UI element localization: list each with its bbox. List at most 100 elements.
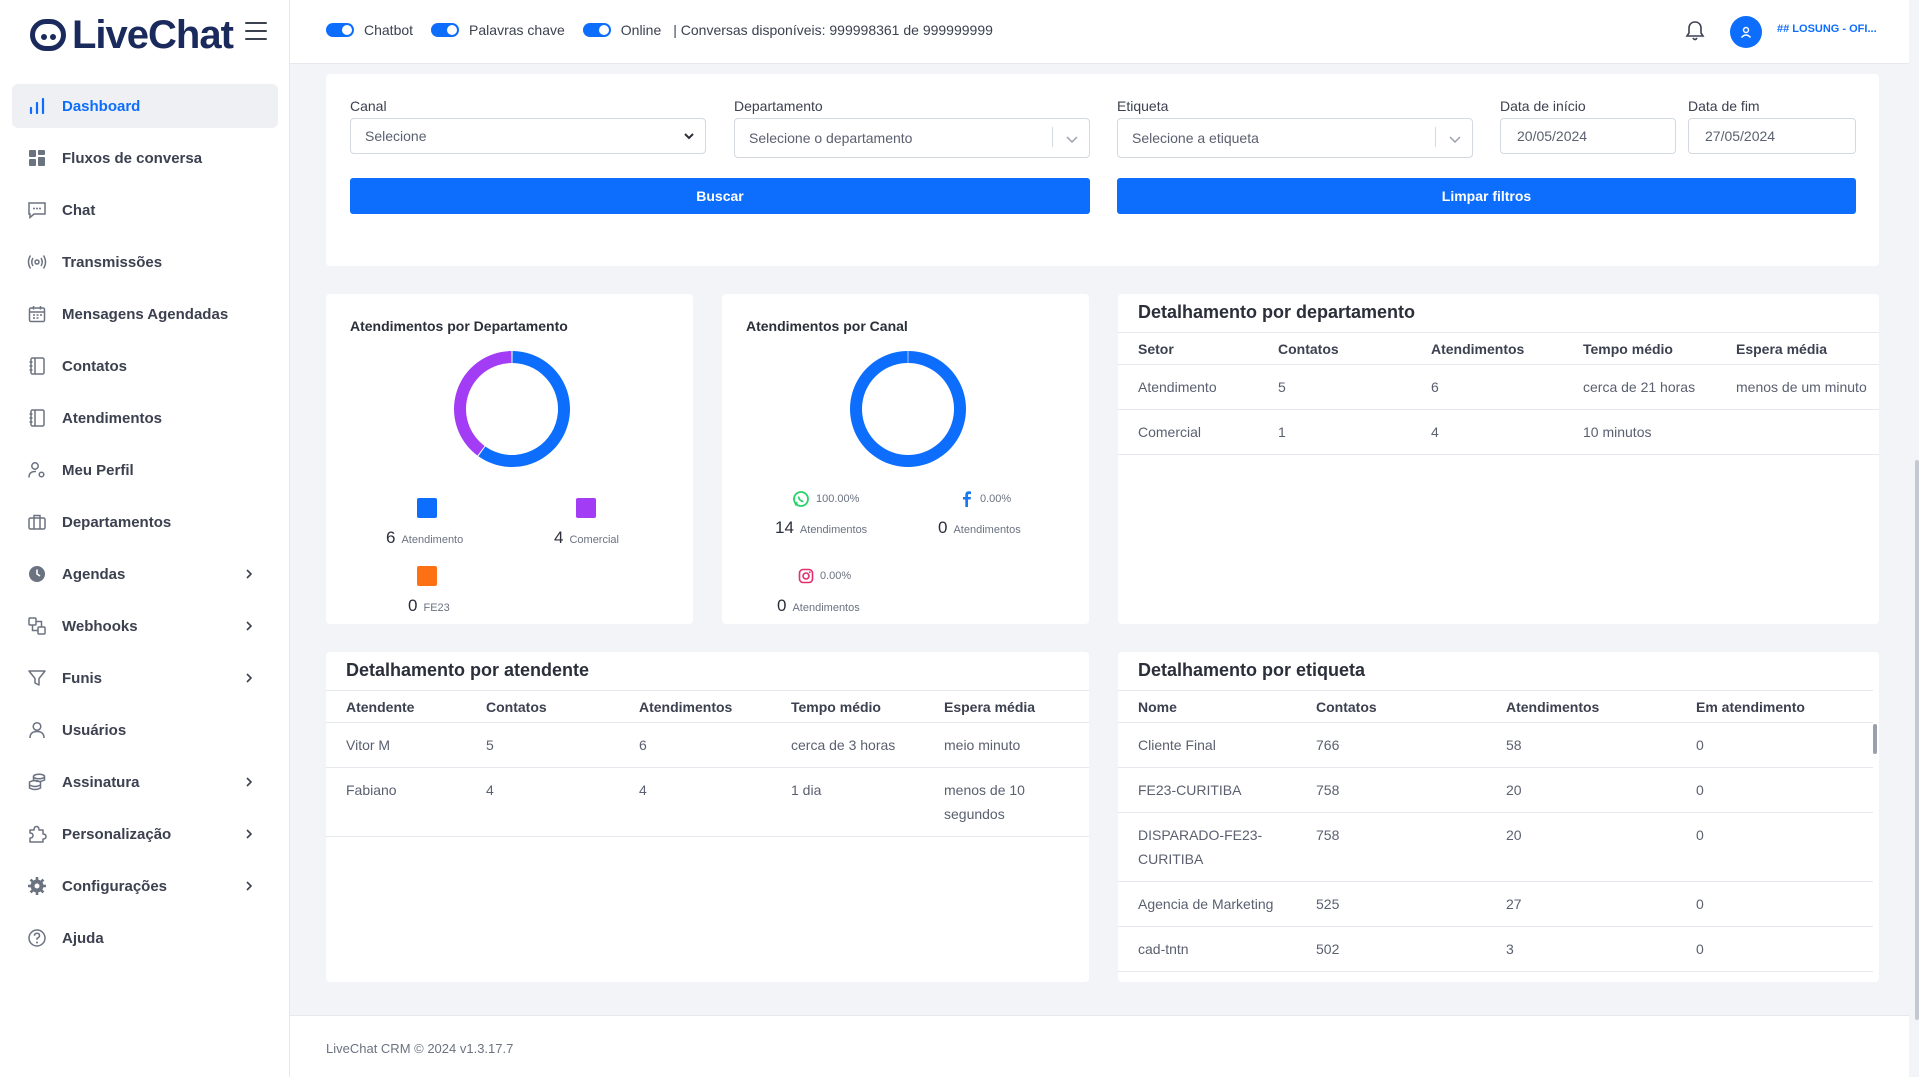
sidebar-item-label: Assinatura — [62, 773, 140, 791]
table-cell: 0 — [1676, 881, 1873, 927]
sidebar-item-departamentos[interactable]: Departamentos — [12, 500, 278, 544]
filter-icon — [26, 667, 48, 689]
column-header[interactable]: Espera média — [924, 690, 1089, 723]
column-header[interactable]: Atendimentos — [619, 690, 771, 723]
sidebar-item-funis[interactable]: Funis — [12, 656, 278, 700]
sidebar-item-personalizacao[interactable]: Personalização — [12, 812, 278, 856]
chevron-down-icon — [684, 133, 694, 140]
bell-icon[interactable] — [1685, 20, 1705, 47]
sidebar-item-ajuda[interactable]: Ajuda — [12, 916, 278, 960]
table-cell: 525 — [1296, 881, 1486, 927]
column-header[interactable]: Atendimentos — [1411, 332, 1563, 365]
data-inicio-input[interactable]: 20/05/2024 — [1500, 118, 1676, 154]
table-row: Fabiano 4 4 1 dia menos de 10 segundos — [326, 767, 1089, 837]
table-cell: 4 — [619, 767, 771, 837]
percent-value: 100.00% — [816, 493, 860, 505]
column-header[interactable]: Nome — [1118, 690, 1296, 723]
whatsapp-percent: 100.00% — [792, 490, 859, 508]
filters-card: Canal Selecione Departamento Selecione o… — [326, 74, 1879, 266]
sidebar-item-label: Personalização — [62, 825, 172, 843]
donut-slice-whatsapp[interactable] — [850, 351, 966, 467]
page-scrollbar[interactable] — [1909, 0, 1919, 1077]
donut-chart — [454, 351, 570, 467]
sidebar-item-webhooks[interactable]: Webhooks — [12, 604, 278, 648]
column-header[interactable]: Em atendimento — [1676, 690, 1873, 723]
sidebar-item-fluxos-de-conversa[interactable]: Fluxos de conversa — [12, 136, 278, 180]
chart-title: Atendimentos por Canal — [746, 318, 908, 334]
count-value: 14 — [775, 518, 794, 537]
page-scrollbar-thumb[interactable] — [1915, 460, 1919, 1020]
logo-text: LiveChat — [72, 12, 234, 57]
table-cell: 6 — [619, 722, 771, 768]
sidebar-item-agendas[interactable]: Agendas — [12, 552, 278, 596]
sidebar: LiveChat Dashboard Fluxos de conversa Chat… — [0, 0, 290, 1077]
donut-slice-comercial[interactable] — [454, 351, 512, 456]
legend-comercial-swatch — [576, 498, 596, 518]
column-header[interactable]: Tempo médio — [1563, 332, 1716, 365]
count-unit: Atendimentos — [799, 524, 868, 536]
canal-select[interactable]: Selecione — [350, 118, 706, 154]
column-header[interactable]: Setor — [1118, 332, 1258, 365]
sidebar-item-atendimentos[interactable]: Atendimentos — [12, 396, 278, 440]
menu-toggle-icon[interactable] — [245, 22, 267, 40]
sidebar-item-label: Transmissões — [62, 253, 163, 271]
departamento-label: Departamento — [734, 98, 823, 114]
column-header[interactable]: Espera média — [1716, 332, 1879, 365]
facebook-percent: 0.00% — [960, 490, 1011, 508]
whatsapp-icon — [793, 491, 809, 507]
sidebar-item-contatos[interactable]: Contatos — [12, 344, 278, 388]
table-cell: cad-tntn — [1118, 926, 1296, 972]
livechat-logo[interactable]: LiveChat — [30, 10, 234, 60]
chatbot-toggle-label: Chatbot — [364, 22, 414, 38]
table-cell: 1 — [1258, 409, 1411, 455]
keywords-toggle[interactable] — [431, 23, 460, 37]
agent-table-card: Detalhamento por atendente Atendente Cont… — [326, 652, 1089, 982]
table-scrollbar[interactable] — [1873, 724, 1877, 754]
table-cell: 502 — [1296, 926, 1486, 972]
broadcast-icon — [26, 251, 48, 273]
sidebar-item-configuracoes[interactable]: Configurações — [12, 864, 278, 908]
sidebar-item-label: Dashboard — [62, 97, 141, 115]
table-row: Agencia de Marketing 525 27 0 — [1118, 881, 1873, 927]
table-row: Comercial 1 4 10 minutos — [1118, 409, 1879, 455]
sidebar-item-usuarios[interactable]: Usuários — [12, 708, 278, 752]
webhook-icon — [26, 615, 48, 637]
sidebar-item-meu-perfil[interactable]: Meu Perfil — [12, 448, 278, 492]
sidebar-item-chat[interactable]: Chat — [12, 188, 278, 232]
sidebar-item-transmissoes[interactable]: Transmissões — [12, 240, 278, 284]
chatbot-toggle[interactable] — [326, 23, 354, 37]
legend-value: 4 — [554, 528, 564, 547]
user-avatar[interactable] — [1730, 16, 1762, 48]
user-name[interactable]: ## LOSUNG - OFI... — [1777, 23, 1877, 35]
column-header[interactable]: Atendente — [326, 690, 466, 723]
etiqueta-select[interactable]: Selecione a etiqueta — [1117, 118, 1473, 158]
donut-slice-atendimento[interactable] — [478, 351, 570, 467]
table-row: DISPARADO-FE23-CURITIBA 758 20 0 — [1118, 812, 1873, 882]
table-cell: menos de 10 segundos — [924, 767, 1089, 837]
table-row: cad-tntn 502 3 0 — [1118, 926, 1873, 972]
column-header[interactable]: Contatos — [1258, 332, 1411, 365]
column-header[interactable]: Contatos — [1296, 690, 1486, 723]
tag-table-card: Detalhamento por etiqueta Nome Contatos At… — [1118, 652, 1879, 982]
bar-chart-icon — [26, 95, 48, 117]
data-fim-input[interactable]: 27/05/2024 — [1688, 118, 1856, 154]
column-header[interactable]: Contatos — [466, 690, 619, 723]
sidebar-item-dashboard[interactable]: Dashboard — [12, 84, 278, 128]
column-header[interactable]: Tempo médio — [771, 690, 924, 723]
contacts-icon — [26, 355, 48, 377]
conversations-counter: | Conversas disponíveis: 999998361 de 99… — [673, 22, 993, 38]
table-cell: 0 — [1676, 767, 1873, 813]
buscar-button[interactable]: Buscar — [350, 178, 1090, 214]
data-fim-label: Data de fim — [1688, 98, 1760, 114]
legend-fe23: 0 FE23 — [408, 596, 450, 616]
departamento-select[interactable]: Selecione o departamento — [734, 118, 1090, 158]
agent-table: Atendente Contatos Atendimentos Tempo médio… — [326, 690, 1089, 837]
sidebar-item-mensagens-agendadas[interactable]: Mensagens Agendadas — [12, 292, 278, 336]
column-header[interactable]: Atendimentos — [1486, 690, 1676, 723]
facebook-count: 0 Atendimentos — [938, 518, 1021, 538]
table-cell: Cliente Final — [1118, 722, 1296, 768]
sidebar-item-assinatura[interactable]: Assinatura — [12, 760, 278, 804]
agent-table-title: Detalhamento por atendente — [346, 660, 590, 680]
online-toggle[interactable] — [582, 23, 611, 37]
limpar-filtros-button[interactable]: Limpar filtros — [1117, 178, 1856, 214]
